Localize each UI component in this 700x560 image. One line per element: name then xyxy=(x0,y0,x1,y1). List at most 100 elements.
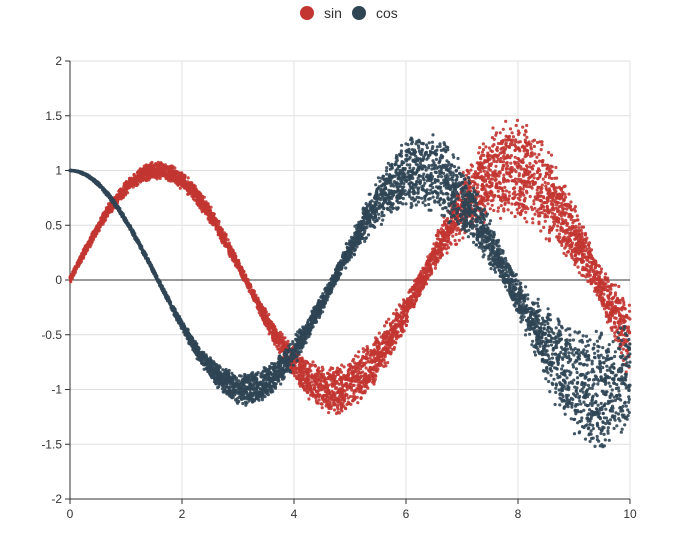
data-point-sin xyxy=(426,255,430,259)
data-point-sin xyxy=(594,270,599,274)
data-point-sin xyxy=(202,195,206,199)
data-point-sin xyxy=(332,408,337,412)
data-point-sin xyxy=(521,158,525,162)
data-point-sin xyxy=(96,226,100,230)
data-point-sin xyxy=(606,279,610,283)
data-point-sin xyxy=(447,226,451,230)
y-tick-label: 2 xyxy=(55,54,62,68)
data-point-sin xyxy=(517,203,521,207)
data-point-sin xyxy=(542,208,546,212)
data-point-sin xyxy=(308,384,312,388)
data-point-sin xyxy=(550,169,554,173)
data-point-sin xyxy=(599,270,603,274)
data-point-sin xyxy=(564,244,568,248)
data-point-sin xyxy=(545,205,549,209)
data-point-sin xyxy=(494,133,498,137)
data-point-sin xyxy=(499,156,503,160)
data-point-sin xyxy=(486,154,491,158)
data-point-sin xyxy=(216,227,220,231)
data-point-sin xyxy=(409,295,413,299)
data-point-sin xyxy=(354,378,358,382)
data-point-sin xyxy=(386,332,390,336)
data-point-sin xyxy=(540,140,544,144)
data-point-sin xyxy=(179,172,184,176)
data-point-sin xyxy=(204,207,208,211)
data-point-sin xyxy=(593,265,598,269)
data-point-sin xyxy=(198,206,202,210)
data-point-sin xyxy=(324,399,328,403)
data-point-sin xyxy=(551,206,555,210)
data-point-sin xyxy=(320,402,324,406)
data-point-sin xyxy=(517,147,521,151)
data-point-sin xyxy=(364,366,368,370)
data-point-sin xyxy=(622,340,626,344)
data-point-sin xyxy=(332,403,336,407)
data-point-sin xyxy=(150,165,155,169)
data-point-sin xyxy=(504,144,508,148)
data-point-sin xyxy=(296,366,300,371)
data-point-sin xyxy=(167,168,171,172)
data-point-sin xyxy=(328,402,332,406)
data-point-sin xyxy=(266,327,270,331)
data-point-sin xyxy=(454,232,458,236)
data-point-sin xyxy=(102,210,107,215)
data-point-sin xyxy=(598,295,602,299)
data-point-sin xyxy=(554,190,558,194)
data-point-sin xyxy=(352,383,356,387)
data-point-sin xyxy=(75,264,79,268)
data-point-sin xyxy=(523,170,527,174)
data-point-sin xyxy=(393,324,397,328)
data-point-sin xyxy=(524,141,528,145)
data-point-sin xyxy=(579,237,583,241)
data-point-sin xyxy=(532,144,537,149)
data-point-sin xyxy=(524,210,528,214)
data-point-sin xyxy=(119,187,123,191)
data-point-sin xyxy=(522,149,526,153)
data-point-sin xyxy=(249,292,253,296)
data-point-sin xyxy=(533,159,537,164)
data-point-sin xyxy=(403,305,407,309)
data-point-sin xyxy=(69,278,73,282)
data-point-sin xyxy=(528,194,532,199)
data-point-sin xyxy=(195,195,199,199)
data-point-sin xyxy=(439,252,443,256)
data-point-sin xyxy=(501,160,506,164)
data-point-sin xyxy=(570,250,574,254)
data-point-sin xyxy=(482,199,486,203)
data-point-sin xyxy=(371,377,375,381)
data-point-sin xyxy=(332,378,336,382)
data-point-sin xyxy=(518,211,523,216)
data-point-sin xyxy=(516,192,521,196)
data-point-sin xyxy=(337,377,342,382)
data-point-sin xyxy=(295,376,299,380)
data-point-sin xyxy=(543,180,547,185)
data-point-sin xyxy=(91,238,95,242)
data-point-sin xyxy=(343,374,347,378)
data-point-sin xyxy=(411,291,415,295)
data-point-sin xyxy=(527,141,531,145)
data-point-sin xyxy=(581,245,585,249)
data-point-sin xyxy=(396,313,400,317)
data-point-sin xyxy=(541,177,545,181)
data-point-sin xyxy=(322,373,326,377)
data-point-sin xyxy=(545,197,549,201)
data-point-sin xyxy=(453,238,457,243)
data-point-sin xyxy=(132,182,137,186)
data-point-sin xyxy=(282,340,286,344)
data-point-sin xyxy=(526,207,530,211)
y-tick-label: 0 xyxy=(55,273,62,287)
data-point-sin xyxy=(521,173,525,177)
data-point-sin xyxy=(547,150,551,155)
data-point-sin xyxy=(533,206,537,210)
data-point-sin xyxy=(485,159,489,163)
data-point-sin xyxy=(437,237,441,241)
data-point-sin xyxy=(352,357,356,361)
data-point-sin xyxy=(513,214,517,219)
data-point-sin xyxy=(531,182,536,186)
data-point-sin xyxy=(573,209,577,213)
data-point-sin xyxy=(515,118,520,122)
data-point-sin xyxy=(609,310,613,314)
data-point-sin xyxy=(267,312,271,317)
data-point-sin xyxy=(547,189,551,193)
data-point-sin xyxy=(138,167,142,171)
